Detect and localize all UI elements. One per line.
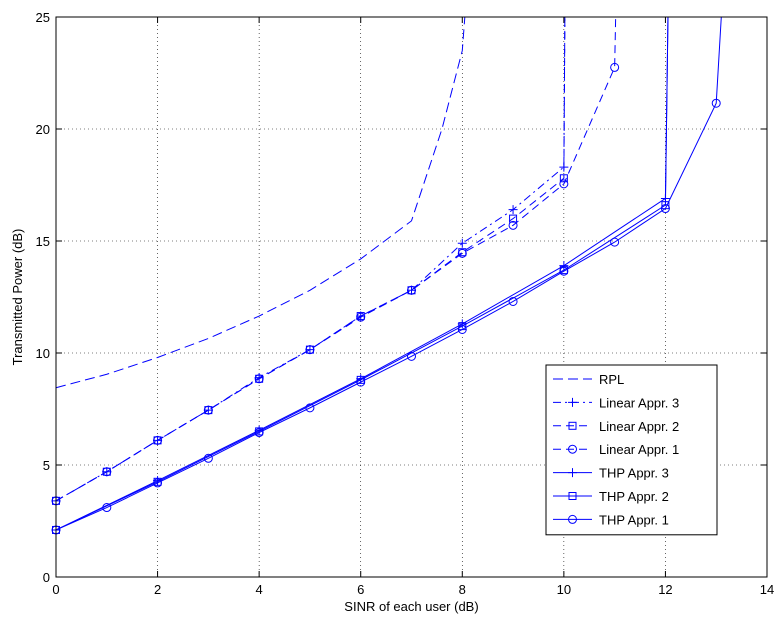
legend: RPL Linear Appr. 3 Linear Appr. 2 Linear Ap…: [545, 364, 718, 536]
data-point: [153, 478, 163, 488]
legend-marker: [568, 492, 577, 500]
y-axis-label: Transmitted Power (dB): [10, 229, 25, 366]
data-point: [254, 374, 264, 384]
y-tick-label: 5: [43, 458, 50, 473]
legend-label: THP Appr. 3: [599, 466, 669, 481]
x-tick-label: 0: [52, 582, 59, 597]
data-point: [457, 238, 467, 248]
legend-item: RPL: [553, 372, 624, 387]
data-point: [711, 98, 721, 108]
data-point: [610, 237, 620, 247]
y-tick-label: 15: [36, 234, 50, 249]
series-7: [51, 16, 722, 535]
data-point: [153, 435, 163, 445]
legend-item: THP Appr. 3: [553, 466, 669, 481]
x-tick-label: 2: [154, 582, 161, 597]
series-line: [55, 16, 566, 502]
y-tick-label: 10: [36, 346, 50, 361]
data-point: [559, 174, 568, 183]
data-point: [203, 453, 213, 463]
legend-label: Linear Appr. 2: [599, 419, 679, 434]
series-line: [55, 16, 466, 389]
legend-marker: [568, 468, 577, 478]
legend-label: THP Appr. 2: [599, 489, 669, 504]
legend-item: Linear Appr. 2: [553, 419, 679, 434]
data-point: [508, 296, 518, 306]
legend-item: THP Appr. 1: [553, 512, 669, 527]
y-tick-label: 20: [36, 122, 50, 137]
data-point: [559, 266, 569, 276]
x-tick-label: 6: [357, 582, 364, 597]
legend-label: THP Appr. 1: [599, 512, 669, 527]
y-tick-label: 0: [43, 570, 50, 585]
series-line: [55, 16, 566, 502]
x-tick-label: 8: [459, 582, 466, 597]
series-1: [55, 16, 466, 389]
series-line: [55, 16, 669, 531]
data-point: [407, 351, 416, 361]
data-point: [457, 248, 467, 258]
data-point: [102, 503, 112, 513]
x-tick-label: 12: [658, 582, 672, 597]
data-point: [203, 405, 213, 415]
data-point: [457, 324, 467, 334]
data-point: [254, 428, 264, 438]
legend-marker: [568, 444, 577, 454]
x-tick-label: 10: [557, 582, 571, 597]
series-line: [55, 16, 617, 502]
data-point: [356, 312, 366, 322]
series-line: [55, 16, 722, 531]
ticks: 0 2 4 6 8 10 12 14 0 5 10 15 20 25: [36, 10, 775, 597]
data-point: [356, 377, 366, 387]
legend-label: RPL: [599, 372, 624, 387]
data-point: [305, 345, 315, 355]
x-tick-label: 4: [256, 582, 263, 597]
legend-label: Linear Appr. 1: [599, 442, 679, 457]
data-point: [660, 204, 670, 214]
plot-frame: [55, 16, 768, 578]
legend-item: Linear Appr. 1: [553, 442, 679, 457]
legend-item: Linear Appr. 3: [553, 395, 679, 410]
series-layer: [51, 16, 722, 535]
series-line: [55, 16, 669, 531]
x-axis-label: SINR of each user (dB): [344, 599, 478, 614]
x-tick-label: 14: [760, 582, 774, 597]
legend-marker: [568, 514, 577, 524]
data-point: [508, 220, 518, 230]
series-3: [52, 16, 568, 505]
series-4: [51, 16, 620, 506]
legend-marker: [568, 397, 577, 407]
legend-label: Linear Appr. 3: [599, 395, 679, 410]
data-point: [559, 179, 569, 189]
data-point: [305, 403, 315, 413]
data-point: [102, 467, 112, 477]
data-point: [509, 214, 518, 223]
data-point: [610, 62, 620, 72]
legend-box: [545, 364, 718, 536]
data-point: [559, 261, 569, 271]
data-point: [508, 205, 518, 215]
series-2: [51, 16, 569, 506]
legend-item: THP Appr. 2: [553, 489, 669, 504]
data-point: [407, 285, 416, 295]
legend-marker: [568, 421, 577, 430]
y-tick-label: 25: [36, 10, 50, 25]
